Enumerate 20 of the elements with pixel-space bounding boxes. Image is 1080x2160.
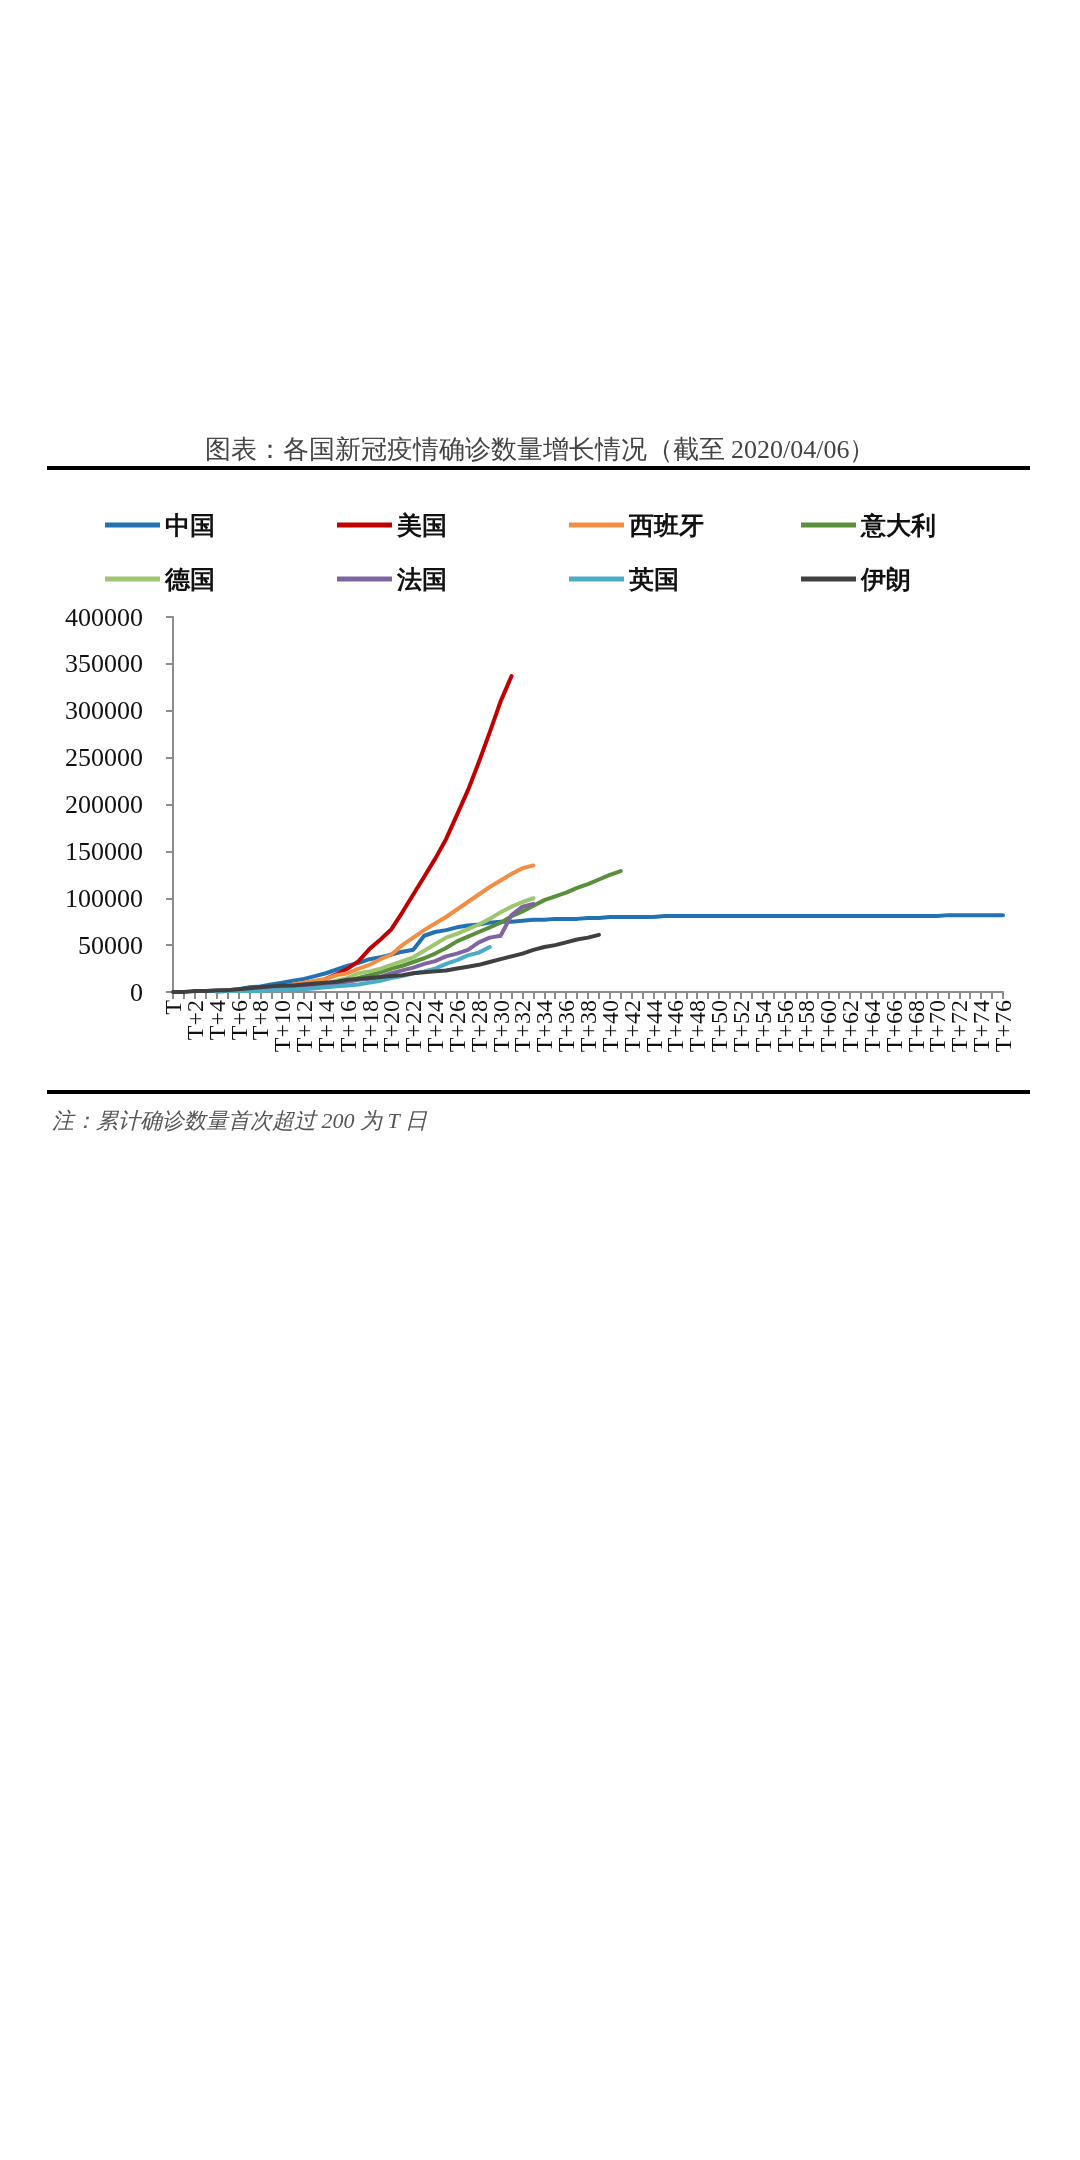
y-tick-label: 0 xyxy=(130,977,143,1007)
y-tick-label: 100000 xyxy=(65,883,143,913)
legend-label: 法国 xyxy=(396,565,447,593)
y-tick-label: 350000 xyxy=(65,649,143,679)
y-tick-label: 300000 xyxy=(65,696,143,726)
y-tick-label: 400000 xyxy=(65,602,143,632)
legend-label: 西班牙 xyxy=(628,511,704,539)
legend-label: 德国 xyxy=(164,565,215,593)
y-tick-label: 50000 xyxy=(78,930,143,960)
legend-label: 英国 xyxy=(628,565,679,593)
legend-label: 意大利 xyxy=(860,511,936,539)
y-tick-label: 150000 xyxy=(65,836,143,866)
legend-label: 中国 xyxy=(165,511,215,539)
legend-label: 伊朗 xyxy=(860,565,911,593)
y-tick-label: 250000 xyxy=(65,743,143,773)
legend-label: 美国 xyxy=(396,511,447,539)
chart-title: 图表：各国新冠疫情确诊数量增长情况（截至 2020/04/06） xyxy=(204,434,876,464)
line-series xyxy=(171,932,601,994)
text: 注：累计确诊数量首次超过 200 为 T 日 xyxy=(52,1107,428,1133)
y-tick-label: 200000 xyxy=(65,790,143,819)
